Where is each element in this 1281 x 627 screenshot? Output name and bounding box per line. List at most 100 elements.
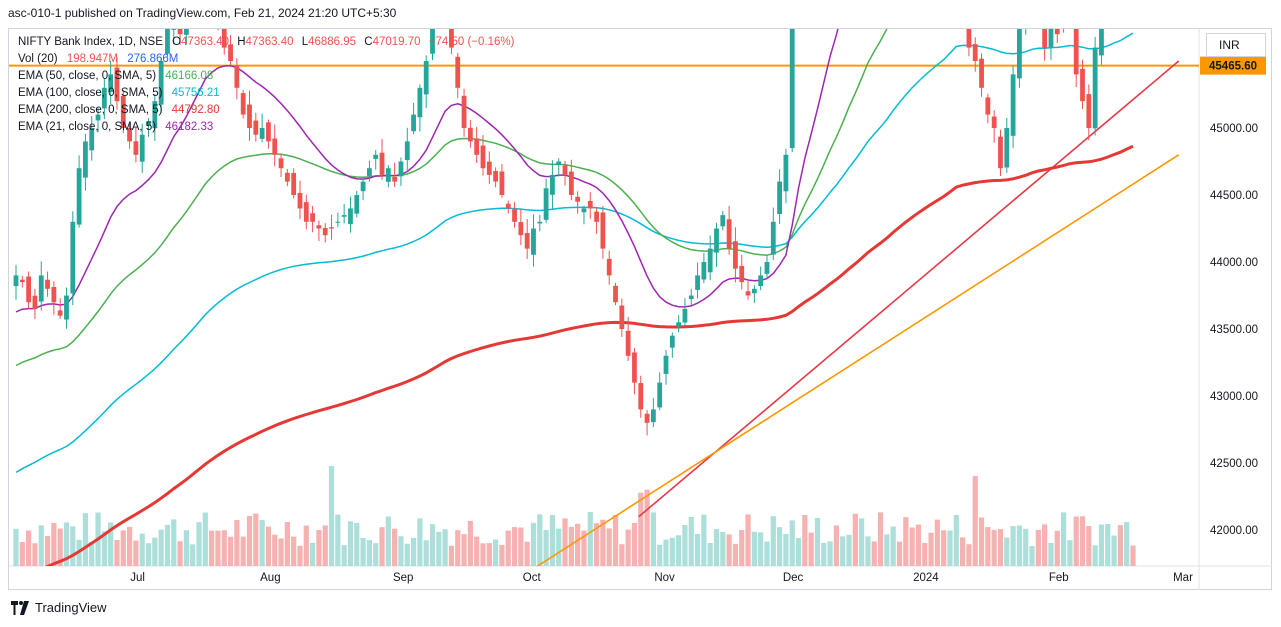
volume-bar — [720, 531, 726, 566]
candle-body — [234, 65, 240, 88]
volume-bar — [114, 540, 120, 566]
candle-body — [726, 219, 732, 249]
candle-body — [493, 170, 499, 182]
candle-body — [240, 93, 246, 115]
candle-body — [348, 208, 353, 225]
candle-body — [1042, 29, 1048, 48]
volume-bar — [486, 543, 492, 566]
volume-bar — [423, 540, 429, 566]
ema50-label[interactable]: EMA (50, close, 0, SMA, 5) — [18, 70, 157, 82]
candle-body — [367, 168, 372, 176]
currency-button[interactable]: INR — [1206, 33, 1266, 57]
candle-body — [146, 121, 151, 126]
volume-bar — [903, 517, 909, 566]
volume-bar — [215, 530, 221, 566]
candle-body — [499, 171, 505, 195]
candle-body — [76, 168, 82, 225]
volume-bar — [1111, 535, 1117, 566]
footer-brand-label: TradingView — [35, 600, 107, 615]
volume-bar — [789, 520, 795, 566]
high-label: H — [237, 36, 246, 48]
volume-bar — [877, 512, 884, 566]
vol-label[interactable]: Vol (20) — [18, 53, 58, 65]
volume-bar — [694, 533, 701, 566]
volume-bar — [795, 537, 802, 566]
volume-bar — [63, 522, 70, 566]
candle-body — [1092, 47, 1098, 129]
candle-body — [329, 227, 334, 229]
y-tick-label: 43000.00 — [1210, 391, 1258, 403]
candle-body — [480, 145, 486, 169]
volume-bar — [13, 528, 19, 566]
volume-bar — [739, 530, 745, 566]
volume-bar — [461, 534, 467, 566]
ema200-label[interactable]: EMA (200, close, 0, SMA, 5) — [18, 104, 163, 116]
volume-bar — [26, 530, 32, 566]
volume-bar — [941, 530, 947, 566]
volume-bar — [518, 527, 524, 566]
volume-bar — [373, 543, 379, 566]
volume-bar — [1029, 545, 1035, 566]
candle-body — [663, 355, 669, 374]
volume-bar — [530, 522, 537, 566]
candle-body — [575, 196, 581, 202]
volume-bar — [745, 514, 751, 566]
candle-body — [751, 288, 757, 294]
volume-bar — [133, 540, 139, 566]
volume-bar — [303, 525, 309, 566]
volume-bar — [619, 544, 625, 566]
legend-ema50-row: EMA (50, close, 0, SMA, 5) 46166.08 — [18, 68, 514, 85]
candle-body — [638, 383, 644, 410]
candle-body — [127, 127, 132, 142]
ema100-label[interactable]: EMA (100, close, 0, SMA, 5) — [18, 87, 163, 99]
candle-body — [1080, 68, 1085, 102]
volume-bar — [833, 525, 839, 566]
volume-bar — [1079, 516, 1086, 566]
candle-body — [101, 87, 107, 109]
x-tick-label: Oct — [523, 572, 542, 584]
volume-bar — [499, 544, 505, 566]
candle-body — [316, 225, 322, 229]
chart-frame — [8, 28, 1272, 590]
candle-body — [303, 202, 309, 222]
volume-bar — [335, 514, 341, 566]
volume-bar — [537, 514, 543, 566]
volume-bar — [291, 536, 297, 566]
volume-bar — [701, 514, 707, 566]
legend-ema21-row: EMA (21, close, 0, SMA, 5) 46182.33 — [18, 119, 514, 136]
volume-bar — [732, 543, 739, 566]
volume-bar — [316, 530, 322, 566]
symbol-title[interactable]: NIFTY Bank Index, 1D, NSE — [18, 36, 163, 48]
volume-bar — [896, 541, 903, 566]
volume-bar — [650, 512, 656, 566]
ema21-label[interactable]: EMA (21, close, 0, SMA, 5) — [18, 121, 157, 133]
candle-body — [758, 275, 764, 286]
ema100-value: 45756.21 — [171, 87, 220, 99]
candle-body — [789, 29, 795, 149]
volume-bar — [884, 534, 890, 566]
volume-bar — [89, 541, 95, 566]
volume-bar — [1010, 526, 1016, 566]
candle-body — [83, 141, 88, 178]
close-label: C — [364, 36, 373, 48]
volume-bar — [404, 543, 410, 566]
close-value: 47019.70 — [372, 36, 421, 48]
candle-body — [411, 114, 416, 132]
candle-body — [379, 152, 385, 175]
volume-bar — [922, 542, 928, 566]
volume-bar — [1016, 525, 1023, 566]
candle-body — [531, 228, 536, 255]
legend-main-row: NIFTY Bank Index, 1D, NSE O47363.40 H473… — [18, 34, 514, 51]
volume-bar — [1105, 523, 1111, 566]
candle-body — [165, 29, 170, 54]
y-tick-label: 42000.00 — [1210, 525, 1258, 537]
volume-bar — [997, 529, 1004, 566]
volume-bar — [638, 492, 644, 566]
candle-body — [669, 335, 675, 348]
candle-body — [89, 128, 95, 151]
volume-bar — [82, 513, 89, 566]
candle-body — [505, 203, 511, 209]
candle-body — [1073, 29, 1079, 75]
volume-bar — [556, 528, 562, 566]
